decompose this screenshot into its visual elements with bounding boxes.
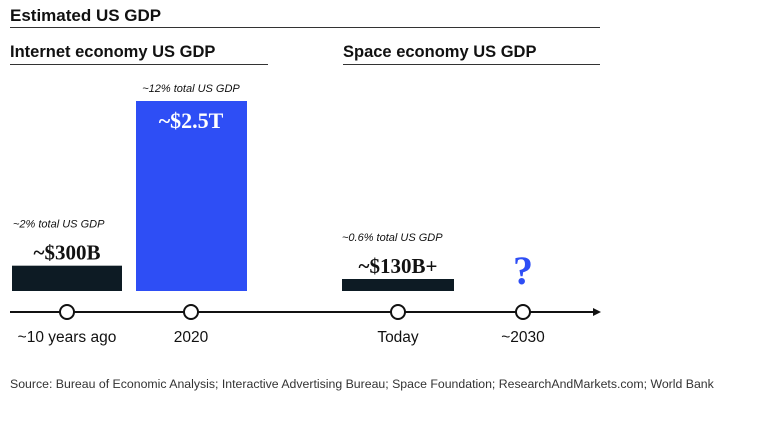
- bar-2: [342, 279, 454, 291]
- timeline-marker-2: [390, 304, 406, 320]
- share-label-0: ~2% total US GDP: [13, 219, 105, 231]
- panel-title-internet: Internet economy US GDP: [10, 43, 216, 61]
- value-label-0: ~$300B: [34, 241, 101, 265]
- tick-label-0: ~10 years ago: [18, 329, 117, 346]
- timeline-arrowhead: [593, 308, 601, 316]
- value-label-2: ~$130B+: [359, 254, 438, 278]
- timeline-marker-1: [183, 304, 199, 320]
- tick-label-2: Today: [377, 329, 419, 346]
- bar-1: [136, 101, 247, 291]
- tick-label-3: ~2030: [501, 329, 545, 346]
- bar-0: [12, 265, 122, 291]
- panel-title-space: Space economy US GDP: [343, 43, 537, 61]
- share-label-1: ~12% total US GDP: [142, 83, 240, 95]
- timeline-marker-3: [515, 304, 531, 320]
- value-label-1: ~$2.5T: [159, 108, 224, 133]
- tick-label-1: 2020: [174, 329, 209, 346]
- value-label-3: ?: [513, 248, 533, 293]
- share-label-2: ~0.6% total US GDP: [342, 232, 443, 244]
- timeline-marker-0: [59, 304, 75, 320]
- title-divider: [10, 27, 600, 28]
- source-note: Source: Bureau of Economic Analysis; Int…: [10, 377, 714, 391]
- chart-title: Estimated US GDP: [10, 6, 162, 25]
- panel-divider-space: [343, 64, 600, 65]
- panel-divider-internet: [10, 64, 268, 65]
